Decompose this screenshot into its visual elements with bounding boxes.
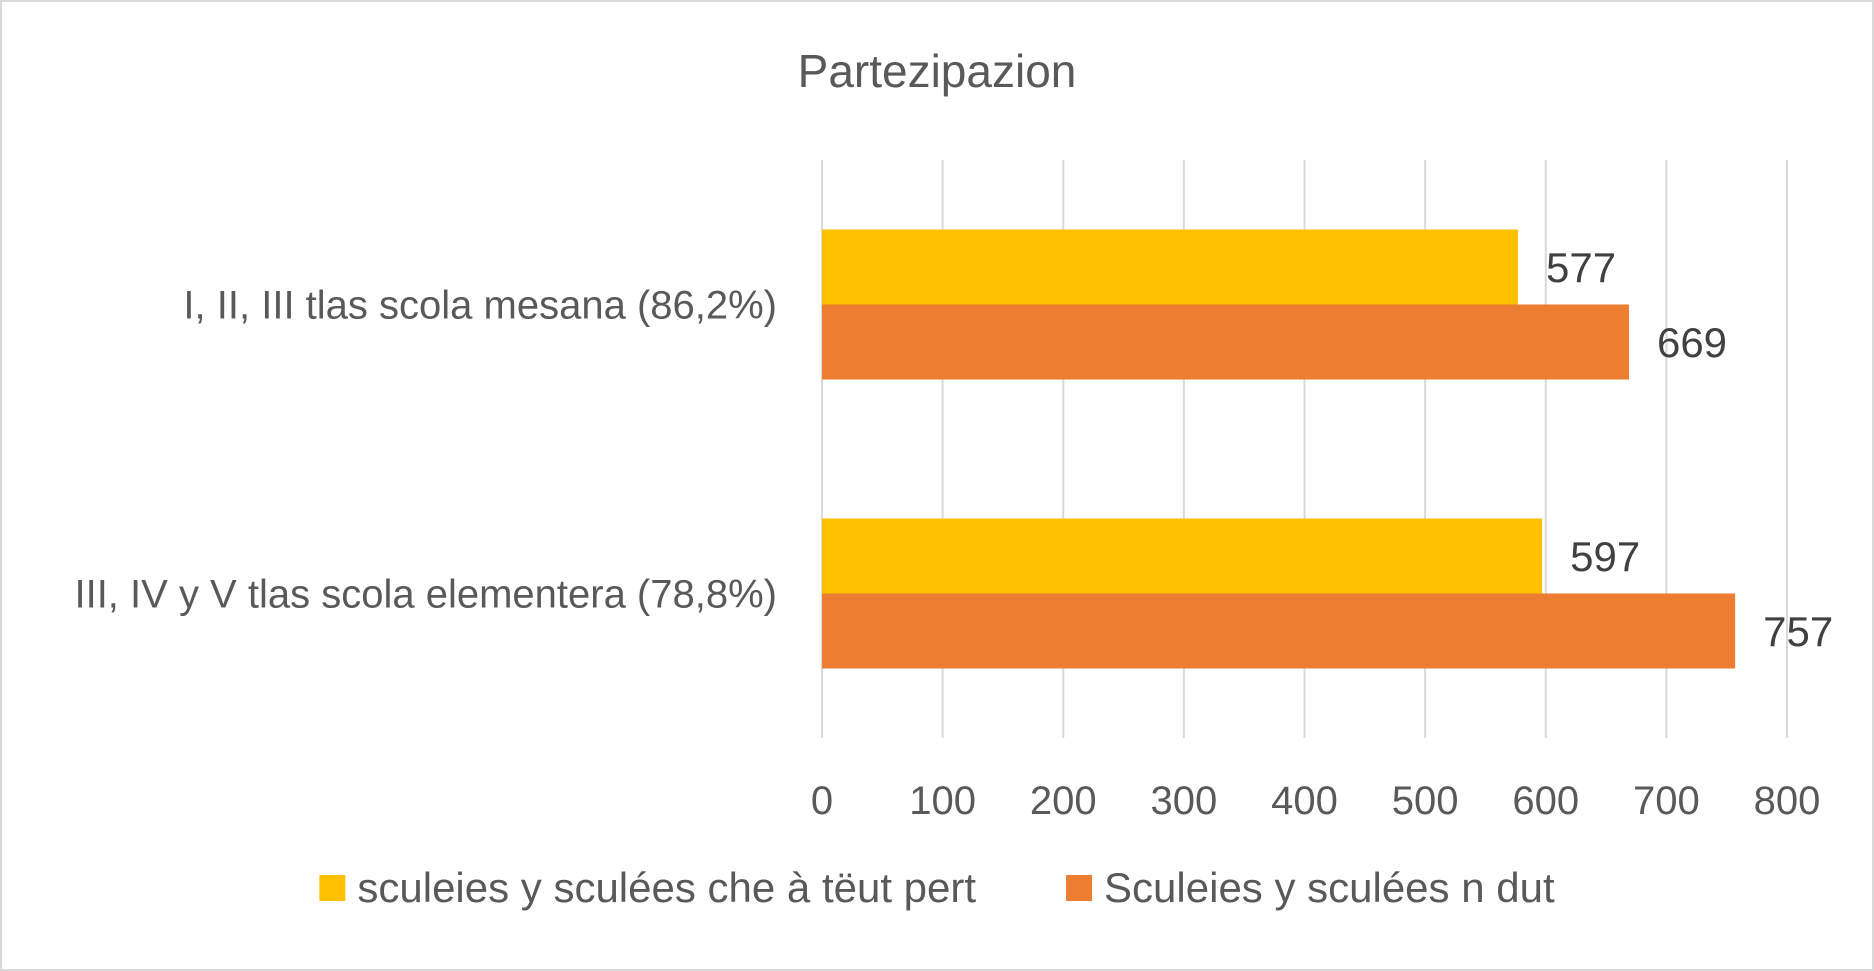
x-tick-label: 100 xyxy=(909,779,976,823)
x-tick-label: 600 xyxy=(1512,779,1579,823)
bar xyxy=(822,518,1543,594)
legend-swatch xyxy=(319,875,346,901)
data-label: 597 xyxy=(1570,533,1640,580)
legend: sculeies y sculées che à tëut pert Sculei… xyxy=(319,864,1555,911)
bar xyxy=(822,593,1736,669)
x-tick-label: 300 xyxy=(1151,779,1218,823)
x-tick-label: 400 xyxy=(1271,779,1338,823)
x-tick-label: 200 xyxy=(1030,779,1097,823)
data-label: 577 xyxy=(1546,244,1616,291)
data-label: 669 xyxy=(1657,319,1727,366)
legend-label: sculeies y sculées che à tëut pert xyxy=(357,864,976,911)
legend-label: Sculeies y sculées n dut xyxy=(1104,864,1555,911)
data-labels: 577 669 597 757 xyxy=(1546,244,1833,655)
x-tick-label: 800 xyxy=(1754,779,1821,823)
chart-title: Partezipazion xyxy=(798,45,1077,97)
category-label: I, II, III tlas scola mesana (86,2%) xyxy=(183,284,777,328)
bar xyxy=(822,304,1629,380)
x-tick-label: 0 xyxy=(811,779,833,823)
x-tick-label: 500 xyxy=(1392,779,1459,823)
category-label: III, IV y V tlas scola elementera (78,8%… xyxy=(74,573,777,617)
bar xyxy=(822,229,1519,305)
x-axis-ticks: 0 100 200 300 400 500 600 700 800 xyxy=(811,779,1821,823)
x-tick-label: 700 xyxy=(1633,779,1700,823)
category-labels: I, II, III tlas scola mesana (86,2%) III,… xyxy=(74,284,777,617)
data-label: 757 xyxy=(1763,608,1833,655)
legend-swatch xyxy=(1066,875,1093,901)
bars xyxy=(822,229,1736,669)
